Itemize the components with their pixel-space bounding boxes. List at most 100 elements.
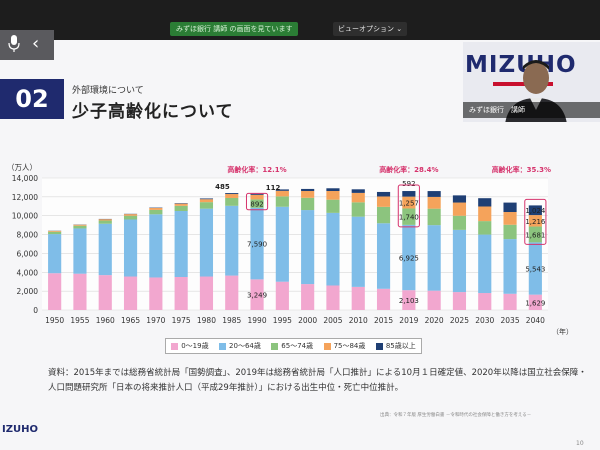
bar-segment (402, 191, 416, 197)
viewer-top-bar: みずほ銀行 講師 の画面を見ています ビューオプション ⌄ (0, 0, 600, 40)
legend-item: 65～74歳 (271, 341, 313, 351)
chart-legend: 0～19歳 20～64歳 65～74歳 75～84歳 85歳以上 (165, 338, 422, 354)
x-tick-label: 1980 (197, 316, 216, 325)
legend-item: 0～19歳 (171, 341, 209, 351)
bar-segment (174, 205, 188, 211)
bar-segment (376, 191, 391, 197)
y-tick-label: 10,000 (12, 212, 38, 221)
bar-segment (427, 290, 441, 310)
data-source-note: 資料：2015年までは総務省統計局「国勢調査」、2019年は総務省統計局「人口推… (48, 368, 587, 393)
citation: 出典：令和７年版 厚生労働白書 －令和時代の社会保障と働き方を考える－ (380, 413, 532, 418)
bar-segment (478, 221, 492, 235)
share-status-pill[interactable]: みずほ銀行 講師 の画面を見ています (170, 22, 299, 36)
bar-segment (199, 276, 214, 310)
bar-segment (402, 224, 416, 291)
bar-segment (351, 216, 365, 287)
x-unit-label: （年） (552, 327, 573, 336)
bar-segment (174, 203, 188, 206)
data-label: 3,249 (247, 292, 267, 300)
data-label: 6,925 (399, 255, 419, 263)
bar-segment (250, 199, 264, 208)
bar-segment (376, 196, 391, 207)
bar-segment (225, 275, 239, 310)
data-label: 5,543 (525, 266, 545, 274)
bar-segment (199, 198, 214, 200)
bar-segment (503, 202, 517, 213)
data-label: 892 (250, 201, 263, 209)
data-label: 7,590 (247, 241, 267, 249)
bar-segment (250, 279, 264, 310)
bar-segment (478, 206, 492, 222)
y-tick-label: 6,000 (17, 249, 39, 258)
bar-segment (98, 219, 112, 221)
bar-segment (275, 189, 289, 191)
bar-segment (123, 215, 138, 220)
legend-label: 0～19歳 (181, 342, 209, 350)
legend-item: 75～84歳 (323, 341, 365, 351)
bar-segment (452, 215, 467, 230)
mizuho-logo: MIZUHO (465, 52, 577, 78)
bar-segment (199, 208, 214, 277)
bar-segment (123, 214, 138, 216)
bar-segment (275, 281, 289, 310)
bar-segment (174, 211, 188, 277)
bar-segment (528, 205, 542, 216)
bar-segment (98, 275, 112, 310)
x-tick-label: 2010 (349, 316, 368, 325)
y-tick-label: 8,000 (17, 231, 39, 240)
bar-segment (48, 230, 62, 232)
x-tick-label: 1970 (146, 316, 165, 325)
bar-segment (402, 196, 416, 209)
data-label: 1,681 (525, 231, 545, 239)
bar-segment (478, 198, 492, 207)
legend-item: 85歳以上 (375, 341, 416, 351)
bar-segment (326, 212, 340, 286)
bar-segment (427, 196, 441, 209)
bar-segment (528, 226, 542, 243)
x-tick-label: 2030 (475, 316, 494, 325)
bar-segment (503, 224, 517, 240)
x-tick-label: 2025 (450, 316, 469, 325)
x-tick-label: 1950 (45, 316, 64, 325)
bar-segment (351, 202, 365, 217)
highlight-box (397, 184, 420, 228)
aging-rate-annotation: 高齢化率：12.1% (227, 165, 286, 174)
legend-item: 20～64歳 (219, 341, 261, 351)
x-tick-label: 2035 (501, 316, 520, 325)
bar-segment (376, 223, 391, 289)
bar-segment (503, 212, 517, 225)
section-number: 02 (0, 79, 64, 119)
bar-segment (199, 199, 214, 203)
bar-segment (149, 209, 163, 215)
y-tick-label: 12,000 (12, 193, 38, 202)
bar-segment (225, 205, 239, 276)
view-options-button[interactable]: ビューオプション ⌄ (333, 22, 408, 36)
y-tick-label: 14,000 (12, 174, 38, 183)
bar-segment (301, 191, 315, 198)
bar-segment (351, 189, 365, 193)
bar-segment (452, 292, 467, 310)
aging-rate-annotation: 高齢化率：35.3% (492, 165, 551, 174)
bar-segment (452, 202, 467, 216)
bar-segment (48, 273, 62, 310)
bar-segment (427, 225, 441, 291)
bar-segment (123, 276, 138, 310)
y-tick-label: 2,000 (17, 287, 39, 296)
legend-swatch (375, 342, 383, 350)
bar-segment (427, 208, 441, 226)
bar-segment (275, 206, 289, 282)
microphone-icon[interactable] (8, 35, 20, 53)
participant-name-label: みずほ銀行 講師 (463, 102, 600, 118)
bar-segment (225, 197, 239, 206)
bar-segment (149, 207, 163, 210)
toolbar-tab[interactable]: ‹ (0, 30, 54, 60)
bar-segment (73, 225, 87, 229)
x-tick-label: 1995 (273, 316, 292, 325)
bar-segment (301, 188, 315, 192)
legend-label: 20～64歳 (229, 342, 261, 350)
bar-segment (427, 191, 441, 197)
footer-logo: IZUHO (2, 424, 38, 435)
aging-rate-annotation: 高齢化率：28.4% (379, 165, 438, 174)
chevron-left-icon[interactable]: ‹ (32, 33, 40, 54)
data-label: 1,740 (399, 214, 419, 222)
